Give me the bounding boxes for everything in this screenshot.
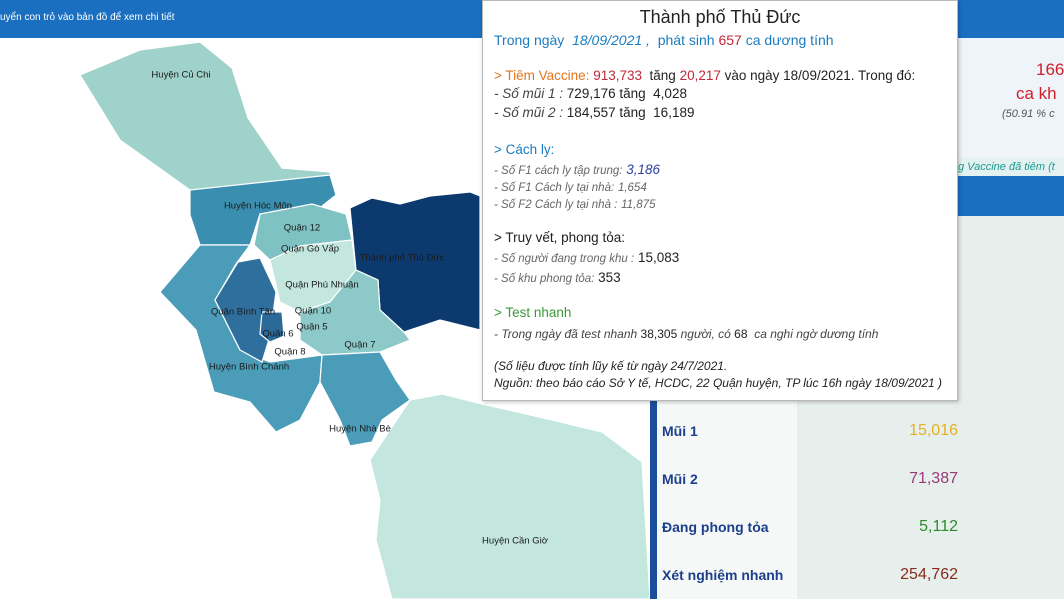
text: - Số F1 cách ly tập trung:	[494, 165, 623, 177]
note: Nguồn: theo báo cáo Sở Y tế, HCDC, 22 Qu…	[494, 376, 942, 390]
district-area[interactable]	[79, 41, 337, 196]
text: ca dương tính	[745, 32, 834, 48]
row-label: Xét nghiệm nhanh	[662, 567, 784, 583]
district-label: Huyện Hóc Môn	[224, 201, 292, 212]
table-row: Xét nghiệm nhanh 254,762	[657, 552, 1064, 600]
row-label: Mũi 2	[662, 471, 698, 487]
text: người, có	[680, 327, 731, 341]
text: tăng	[619, 86, 646, 101]
dose-line: - Số mũi 2 : 184,557 tăng 16,189	[494, 105, 694, 120]
row-label: Mũi 1	[662, 423, 698, 439]
isolation-line: - Số F1 cách ly tập trung: 3,186	[494, 162, 660, 177]
text: - Số khu phong tỏa:	[494, 273, 595, 285]
test-line: - Trong ngày đã test nhanh 38,305 người,…	[494, 327, 878, 341]
district-area[interactable]	[214, 257, 277, 363]
value: 3,186	[626, 162, 661, 177]
isolation-line: - Số F2 Cách ly tại nhà : 11,875	[494, 196, 655, 211]
text: vào ngày 18/09/2021. Trong đó:	[724, 68, 916, 83]
value: 657	[718, 32, 742, 48]
value: 11,875	[621, 199, 656, 211]
heading: > Truy vết, phong tỏa:	[494, 230, 625, 245]
district-label: Quận Gò Vấp	[281, 244, 339, 255]
district-label: Thành phố Thủ Đức	[360, 253, 445, 264]
text: - Trong ngày đã test nhanh	[494, 327, 638, 341]
district-label: Quận 5	[296, 322, 327, 333]
text: - Số mũi 1 :	[494, 86, 564, 101]
date: 18/09/2021 ,	[572, 32, 650, 48]
heading: > Cách ly:	[494, 142, 555, 157]
district-label: Quận 8	[274, 347, 305, 358]
district-label: Quận Phú Nhuận	[285, 280, 358, 291]
district-label: Huyện Cần Giờ	[482, 536, 548, 547]
text: - Số F2 Cách ly tại nhà :	[494, 199, 618, 211]
district-area[interactable]	[259, 311, 285, 343]
district-label: Quận Bình Tân	[211, 307, 275, 318]
table-row: Mũi 1 15,016	[657, 408, 1064, 456]
dose-line: - Số mũi 1 : 729,176 tăng 4,028	[494, 86, 687, 101]
vaccine-line: > Tiêm Vaccine: 913,733 tăng 20,217 vào …	[494, 68, 915, 83]
tooltip: Thành phố Thủ Đức Trong ngày 18/09/2021 …	[482, 0, 958, 401]
value: 20,217	[679, 68, 721, 83]
value: 353	[598, 270, 621, 285]
text: - Số người đang trong khu :	[494, 253, 635, 265]
text: ca nghi ngờ dương tính	[754, 327, 879, 341]
district-label: Huyện Nhà Bè	[329, 424, 391, 435]
row-value: 254,762	[900, 566, 958, 583]
value: 729,176	[566, 86, 616, 101]
value: 38,305	[640, 327, 678, 341]
value: 913,733	[593, 68, 642, 83]
district-label: Quận 10	[295, 306, 331, 317]
district-area[interactable]	[319, 351, 411, 447]
text: - Số F1 Cách ly tại nhà:	[494, 182, 615, 194]
case-label: ca kh	[1016, 84, 1057, 103]
accent-bar	[650, 216, 657, 599]
row-value: 71,387	[909, 470, 958, 487]
table-row: Mũi 2 71,387	[657, 456, 1064, 504]
row-value: 15,016	[909, 422, 958, 439]
value: 68	[734, 327, 748, 341]
value: 16,189	[653, 105, 695, 120]
isolation-line: - Số F1 Cách ly tại nhà: 1,654	[494, 179, 647, 194]
row-value: 5,112	[919, 518, 958, 535]
value: 184,557	[566, 105, 616, 120]
district-label: Huyện Củ Chi	[151, 70, 210, 81]
text: Trong ngày	[494, 32, 565, 48]
district-label: Huyện Bình Chánh	[209, 362, 289, 373]
district-label: Quận 12	[284, 223, 320, 234]
district-label: Quận 7	[344, 340, 375, 351]
vaccine-caption: g Vaccine đã tiêm (t	[958, 158, 1064, 176]
text: tăng	[649, 68, 676, 83]
map: Huyện Củ Chi Huyện Hóc Môn Quận 12 Quận Gò …	[79, 41, 650, 599]
text: phát sinh	[657, 32, 715, 48]
heading: > Test nhanh	[494, 305, 572, 320]
text: tăng	[619, 105, 646, 120]
daily-line: Trong ngày 18/09/2021 , phát sinh 657 ca…	[494, 32, 834, 48]
tracing-line: - Số người đang trong khu : 15,083	[494, 250, 679, 265]
table-row: Đang phong tỏa 5,112	[657, 504, 1064, 552]
case-count: 166	[1036, 60, 1064, 79]
hint: uyển con trỏ vào bản đồ để xem chi tiết	[0, 12, 175, 23]
note: (Số liệu được tính lũy kế từ ngày 24/7/2…	[494, 359, 728, 373]
tooltip-title: Thành phố Thủ Đức	[639, 7, 801, 27]
text: - Số mũi 2 :	[494, 105, 564, 120]
district-area[interactable]	[369, 393, 650, 599]
value: 1,654	[617, 182, 647, 194]
percent: (50.91 % c	[1002, 108, 1055, 120]
tracing-line: - Số khu phong tỏa: 353	[494, 270, 621, 285]
value: 15,083	[637, 250, 680, 265]
value: 4,028	[653, 86, 687, 101]
summary-box: 166 ca kh (50.91 % c	[958, 38, 1064, 158]
heading: > Tiêm Vaccine:	[494, 68, 590, 83]
row-label: Đang phong tỏa	[662, 519, 769, 535]
district-label: Quận 6	[262, 329, 293, 340]
district-area[interactable]	[299, 269, 411, 356]
